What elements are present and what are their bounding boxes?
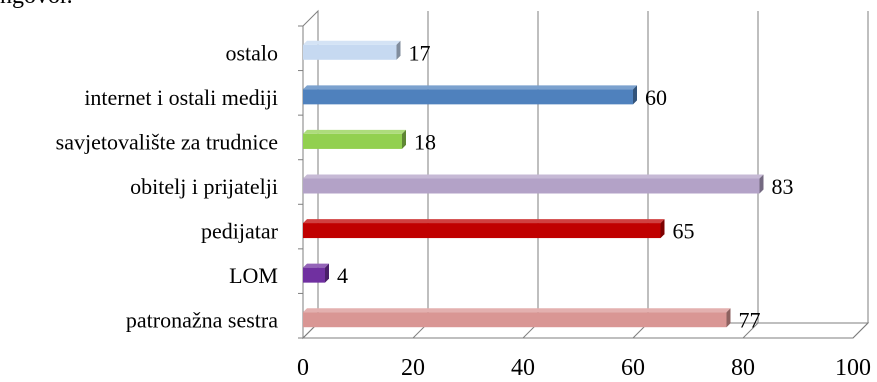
bar-end-face: [759, 174, 764, 194]
data-label: 77: [739, 308, 761, 333]
data-label: 83: [772, 174, 794, 199]
bar: [303, 312, 727, 328]
category-label: internet i ostali mediji: [84, 85, 278, 110]
data-label: 4: [337, 263, 348, 288]
x-tick-label: 40: [511, 355, 535, 381]
data-label: 17: [409, 40, 431, 65]
category-label: ostalo: [225, 40, 278, 65]
bar: [303, 133, 402, 149]
bar-top-face: [303, 40, 401, 45]
x-tick-label: 60: [621, 355, 645, 381]
bar: [303, 267, 325, 283]
bar-end-face: [633, 85, 637, 105]
x-tick-label: 80: [731, 355, 755, 381]
data-label: 18: [414, 129, 436, 154]
category-label: savjetovalište za trudnice: [56, 129, 278, 154]
bar-top-face: [303, 129, 406, 134]
bar-top-face: [303, 308, 731, 313]
bar: [303, 223, 661, 239]
category-label: patronažna sestra: [126, 308, 278, 333]
chart-bars: [303, 40, 764, 328]
bar-top-face: [303, 85, 637, 90]
preceding-text-fragment: ngovor.: [0, 0, 73, 10]
bar-end-face: [726, 308, 731, 328]
bar-end-face: [402, 129, 406, 149]
bar-end-face: [325, 263, 329, 283]
bar-top-face: [303, 219, 665, 224]
x-tick-label: 100: [835, 355, 871, 381]
gridline: [742, 322, 759, 339]
category-label: pedijatar: [201, 219, 279, 244]
bar-top-face: [303, 263, 329, 268]
bar: [303, 89, 633, 105]
bar: [303, 178, 760, 194]
data-label: 65: [673, 219, 695, 244]
chart-labels: 0 20 40 60 80 100 ostalo 17 internet i ostali me…: [56, 40, 871, 381]
x-tick-label: 20: [401, 355, 425, 381]
bar-end-face: [396, 40, 401, 60]
category-label: obitelj i prijatelji: [130, 174, 278, 199]
data-label: 60: [645, 85, 667, 110]
gridline: [852, 322, 869, 339]
category-label: LOM: [229, 263, 278, 288]
x-tick-label: 0: [297, 355, 309, 381]
bar-top-face: [303, 174, 764, 179]
bar: [303, 44, 397, 60]
bar-end-face: [660, 219, 665, 239]
